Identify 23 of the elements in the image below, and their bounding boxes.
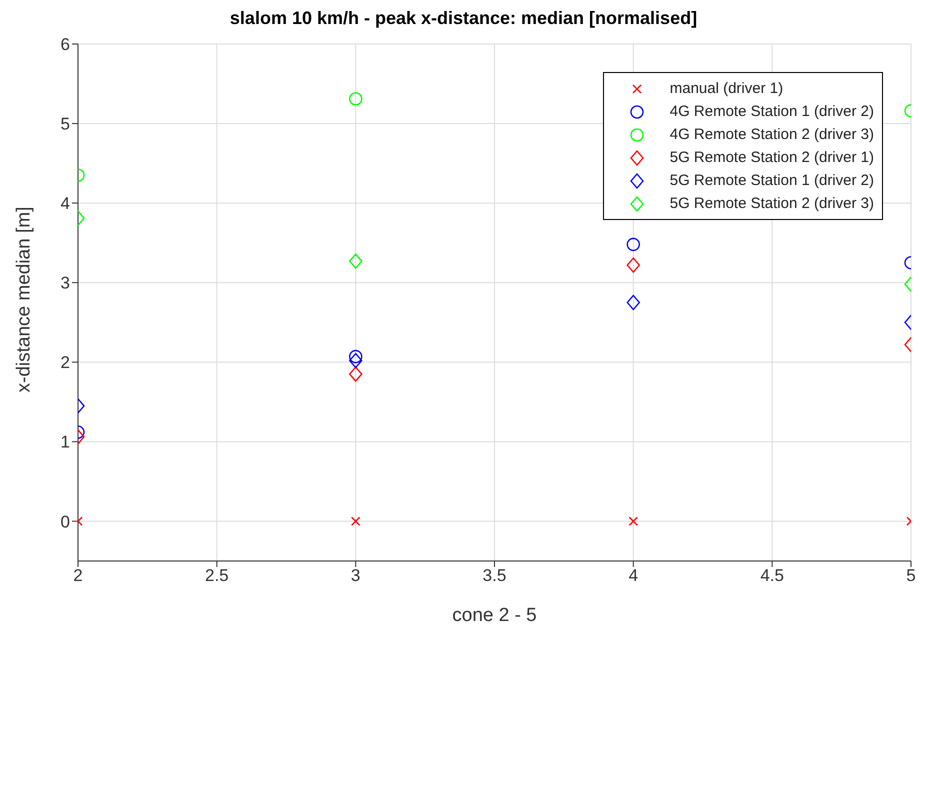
legend-label: 5G Remote Station 1 (driver 2) bbox=[670, 172, 874, 189]
x-tick-label: 2.5 bbox=[205, 566, 229, 586]
x-tick-label: 4 bbox=[628, 566, 638, 586]
x-tick-label: 3 bbox=[350, 566, 360, 586]
y-tick-label: 5 bbox=[60, 114, 70, 134]
x-tick-label: 4.5 bbox=[760, 566, 784, 586]
y-axis-title: x-distance median [m] bbox=[14, 206, 35, 392]
legend-label: manual (driver 1) bbox=[670, 80, 784, 97]
y-tick-label: 4 bbox=[60, 194, 70, 214]
legend-label: 5G Remote Station 2 (driver 3) bbox=[670, 195, 874, 212]
y-tick-label: 3 bbox=[60, 274, 70, 293]
legend-label: 4G Remote Station 1 (driver 2) bbox=[670, 103, 874, 120]
x-tick-label: 2 bbox=[73, 566, 83, 586]
x-tick-label: 5 bbox=[906, 566, 916, 586]
legend-label: 4G Remote Station 2 (driver 3) bbox=[670, 126, 874, 143]
x-tick-label: 3.5 bbox=[482, 566, 506, 586]
y-tick-label: 1 bbox=[60, 432, 70, 452]
y-tick-label: 2 bbox=[60, 353, 70, 372]
y-tick-label: 0 bbox=[60, 512, 70, 532]
y-tick-label: 6 bbox=[60, 35, 70, 54]
chart-title: slalom 10 km/h - peak x-distance: median [normalised] bbox=[228, 8, 698, 30]
x-axis-title: cone 2 - 5 bbox=[452, 605, 537, 626]
legend-label: 5G Remote Station 2 (driver 1) bbox=[670, 149, 874, 166]
